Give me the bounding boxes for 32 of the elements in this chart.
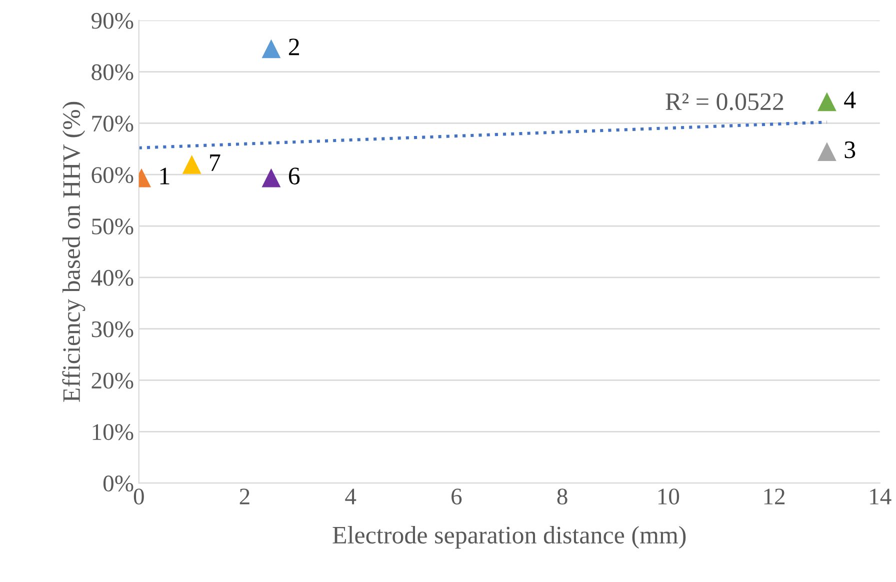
point	[262, 40, 280, 58]
series-label: 7	[210, 154, 220, 171]
x-tick-label: 6	[452, 488, 462, 505]
y-tick-label: 60%	[92, 167, 134, 184]
y-tick-label: 10%	[92, 424, 134, 440]
y-axis-title: Efficiency based on HHV (%)	[62, 102, 86, 402]
y-tick-label: 0%	[103, 476, 134, 492]
y-tick-label: 80%	[92, 64, 134, 80]
y-tick-label: 70%	[92, 116, 134, 132]
x-tick-label: 8	[557, 488, 568, 505]
y-tick-label: 50%	[92, 218, 134, 235]
x-tick-label: 2	[240, 488, 250, 504]
point	[818, 93, 836, 112]
x-tick-label: 0	[134, 488, 144, 505]
series-label: 1	[160, 168, 170, 184]
point	[182, 156, 201, 174]
point	[262, 169, 280, 188]
x-tick-label: 14	[870, 488, 892, 504]
annotation: R² = 0.0522	[666, 93, 784, 110]
y-tick-label: 40%	[91, 270, 134, 286]
series-label: 6	[288, 168, 300, 184]
x-tick-label: 4	[345, 488, 356, 504]
y-tick-label: 30%	[92, 321, 134, 338]
series-label: 3	[844, 141, 856, 158]
y-tick-label: 20%	[92, 372, 134, 389]
point	[818, 142, 836, 162]
series-label: 4	[844, 92, 856, 108]
x-axis-title: Electrode separation distance (mm)	[332, 526, 686, 549]
x-tick-label: 12	[764, 488, 785, 504]
y-tick-label: 90%	[92, 12, 134, 29]
x-tick-label: 10	[658, 488, 680, 505]
series-label: 2	[288, 38, 299, 56]
